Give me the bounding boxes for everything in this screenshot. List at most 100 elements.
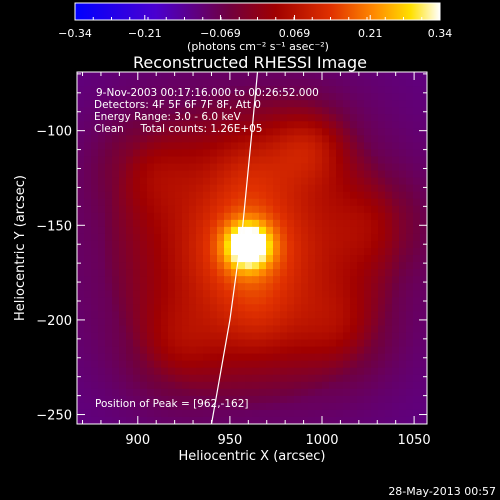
heatmap-cell	[399, 332, 407, 341]
heatmap-cell	[308, 233, 316, 242]
heatmap-cell	[133, 276, 141, 284]
heatmap-cell	[273, 121, 281, 129]
heatmap-cell	[420, 346, 427, 355]
heatmap-cell	[385, 269, 393, 277]
heatmap-cell	[140, 290, 148, 298]
heatmap-cell	[196, 332, 204, 341]
heatmap-cell	[203, 114, 211, 122]
heatmap-cell	[175, 93, 183, 101]
heatmap-cell	[126, 156, 134, 165]
heatmap-cell	[315, 318, 323, 327]
heatmap-cell	[259, 409, 267, 418]
heatmap-cell	[217, 248, 225, 256]
heatmap-cell	[294, 255, 302, 263]
heatmap-cell	[357, 121, 365, 129]
heatmap-cell	[217, 262, 225, 270]
heatmap-cell	[378, 219, 386, 228]
heatmap-cell	[168, 121, 176, 129]
heatmap-cell	[329, 353, 337, 362]
heatmap-cell	[252, 409, 260, 418]
heatmap-cell	[336, 93, 344, 101]
heatmap-cell	[168, 395, 176, 404]
heatmap-cell	[119, 304, 127, 312]
heatmap-cell	[357, 128, 365, 136]
heatmap-cell	[273, 367, 281, 376]
heatmap-cell	[168, 402, 176, 411]
heatmap-cell	[84, 360, 92, 369]
heatmap-cell	[147, 170, 155, 179]
heatmap-cell	[105, 304, 113, 312]
heatmap-cell	[147, 311, 155, 319]
heatmap-cell	[154, 121, 162, 129]
heatmap	[77, 72, 427, 424]
heatmap-cell	[357, 339, 365, 348]
heatmap-cell	[308, 219, 316, 228]
heatmap-cell	[203, 184, 211, 193]
heatmap-cell	[336, 346, 344, 355]
heatmap-cell	[315, 283, 323, 291]
heatmap-cell	[378, 240, 386, 249]
heatmap-cell	[154, 402, 162, 411]
heatmap-cell	[238, 177, 246, 186]
heatmap-cell	[273, 395, 281, 404]
heatmap-cell	[378, 353, 386, 362]
heatmap-cell	[385, 311, 393, 319]
heatmap-cell	[217, 79, 225, 87]
heatmap-cell	[287, 297, 295, 305]
heatmap-cell	[182, 212, 190, 221]
heatmap-cell	[294, 205, 302, 214]
heatmap-cell	[147, 262, 155, 270]
heatmap-cell	[343, 402, 351, 411]
heatmap-cell	[350, 86, 358, 94]
heatmap-cell	[210, 318, 218, 327]
heatmap-cell	[91, 212, 99, 221]
heatmap-cell	[119, 191, 127, 200]
heatmap-cell	[217, 170, 225, 179]
heatmap-cell	[343, 332, 351, 341]
heatmap-cell	[98, 135, 106, 143]
heatmap-cell	[252, 142, 260, 151]
heatmap-cell	[294, 304, 302, 312]
heatmap-cell	[273, 269, 281, 277]
heatmap-cell	[189, 135, 197, 143]
heatmap-cell	[105, 79, 113, 87]
heatmap-cell	[203, 205, 211, 214]
heatmap-cell	[231, 248, 239, 256]
heatmap-cell	[140, 332, 148, 341]
heatmap-cell	[154, 367, 162, 376]
heatmap-cell	[280, 142, 288, 151]
heatmap-cell	[147, 290, 155, 298]
heatmap-cell	[91, 325, 99, 334]
heatmap-cell	[133, 290, 141, 298]
heatmap-cell	[126, 93, 134, 101]
heatmap-cell	[224, 290, 232, 298]
heatmap-cell	[196, 240, 204, 249]
heatmap-cell	[182, 114, 190, 122]
heatmap-cell	[189, 332, 197, 341]
heatmap-cell	[175, 72, 183, 80]
heatmap-cell	[98, 304, 106, 312]
heatmap-cell	[315, 388, 323, 397]
heatmap-cell	[385, 205, 393, 214]
heatmap-cell	[77, 219, 85, 228]
heatmap-cell	[147, 318, 155, 327]
heatmap-cell	[252, 388, 260, 397]
heatmap-cell	[266, 149, 274, 158]
heatmap-cell	[413, 233, 421, 242]
plot-area: 900 950 1000 1050 −100−150−200−250 9-Nov-20…	[36, 71, 431, 448]
heatmap-cell	[112, 72, 120, 80]
heatmap-cell	[266, 184, 274, 193]
heatmap-cell	[350, 100, 358, 108]
heatmap-cell	[245, 240, 253, 249]
heatmap-cell	[378, 325, 386, 334]
heatmap-cell	[287, 255, 295, 263]
heatmap-cell	[378, 114, 386, 122]
heatmap-cell	[126, 325, 134, 334]
heatmap-cell	[371, 311, 379, 319]
heatmap-cell	[315, 290, 323, 298]
heatmap-cell	[406, 416, 414, 424]
heatmap-cell	[420, 402, 427, 411]
heatmap-cell	[203, 388, 211, 397]
heatmap-cell	[189, 205, 197, 214]
heatmap-cell	[168, 100, 176, 108]
